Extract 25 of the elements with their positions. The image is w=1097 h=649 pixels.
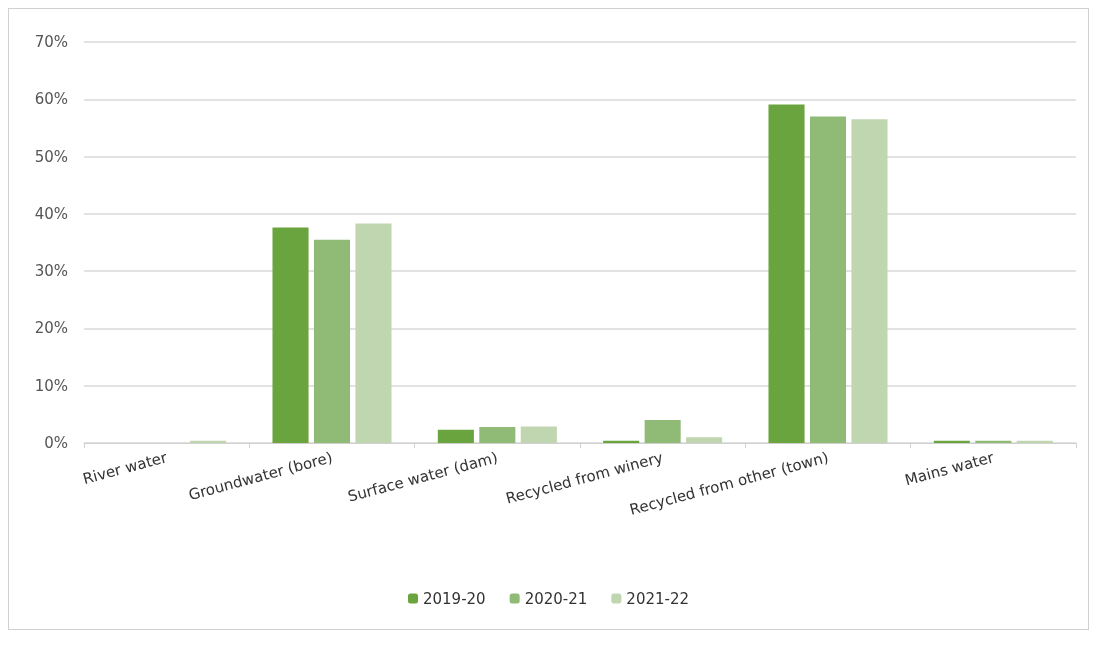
bar: [809, 116, 847, 443]
x-tick-label: Mains water: [902, 448, 997, 490]
y-tick-label: 20%: [34, 319, 68, 338]
y-tick-label: 40%: [34, 204, 68, 223]
bar: [355, 223, 392, 443]
bar: [768, 104, 805, 443]
y-tick-label: 0%: [44, 434, 68, 452]
y-tick-label: 60%: [34, 90, 68, 109]
bar: [644, 420, 681, 443]
bar: [313, 239, 351, 443]
bar: [437, 429, 474, 443]
bar: [851, 119, 888, 443]
legend-label: 2020-21: [524, 589, 588, 608]
y-tick-label: 70%: [34, 33, 68, 51]
x-tick-label: Surface water (dam): [345, 448, 500, 506]
bar: [686, 437, 723, 443]
bar: [479, 426, 516, 443]
legend-label: 2019-20: [422, 589, 486, 608]
y-tick-label: 50%: [34, 147, 68, 166]
bar: [520, 426, 557, 443]
legend-label: 2021-22: [626, 589, 690, 608]
bar: [272, 227, 309, 443]
x-tick-label: River water: [80, 448, 170, 489]
y-tick-label: 30%: [34, 262, 68, 281]
y-tick-label: 10%: [34, 376, 68, 395]
